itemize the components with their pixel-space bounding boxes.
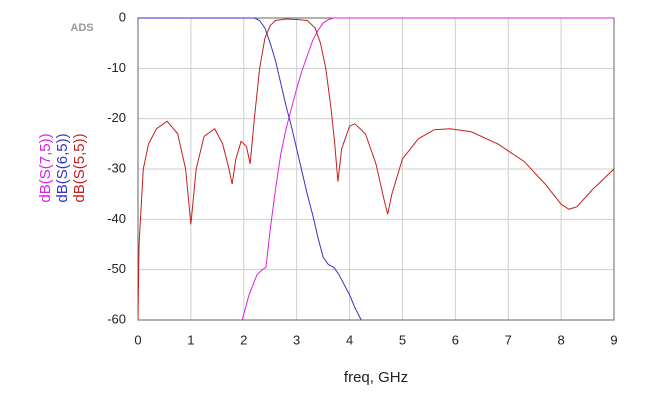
x-tick-label: 0 [134, 332, 141, 347]
y-tick-label: -40 [107, 211, 126, 226]
x-tick-label: 7 [505, 332, 512, 347]
x-tick-label: 9 [610, 332, 617, 347]
x-tick-label: 1 [187, 332, 194, 347]
legend-label: dB(S(7,5)) [37, 133, 54, 202]
y-tick-label: -20 [107, 110, 126, 125]
legend-label: dB(S(5,5)) [71, 133, 88, 202]
y-tick-label: -50 [107, 261, 126, 276]
x-tick-label: 3 [293, 332, 300, 347]
x-axis-title: freq, GHz [344, 369, 408, 386]
x-tick-label: 2 [240, 332, 247, 347]
x-tick-label: 5 [399, 332, 406, 347]
x-tick-label: 6 [452, 332, 459, 347]
y-tick-label: 0 [119, 9, 126, 24]
x-tick-label: 8 [557, 332, 564, 347]
series-line [241, 17, 614, 321]
y-tick-label: -10 [107, 60, 126, 75]
ads-tag: ADS [70, 22, 93, 34]
series-line [138, 17, 362, 321]
y-tick-label: -60 [107, 311, 126, 326]
x-tick-label: 4 [346, 332, 353, 347]
y-tick-label: -30 [107, 160, 126, 175]
legend-label: dB(S(6,5)) [54, 133, 71, 202]
series-line [138, 18, 614, 321]
